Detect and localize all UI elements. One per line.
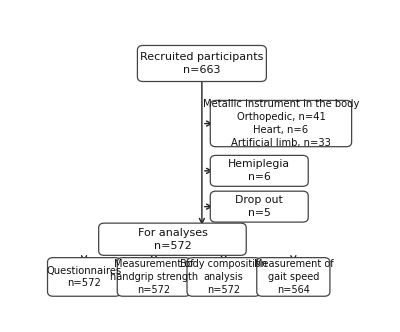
Text: Recruited participants
n=663: Recruited participants n=663 bbox=[140, 52, 264, 75]
FancyBboxPatch shape bbox=[210, 191, 308, 222]
Text: Hemiplegia
n=6: Hemiplegia n=6 bbox=[228, 159, 290, 182]
Text: Body composition
analysis
n=572: Body composition analysis n=572 bbox=[180, 259, 267, 295]
FancyBboxPatch shape bbox=[138, 45, 266, 82]
Text: Questionnaires
n=572: Questionnaires n=572 bbox=[46, 266, 122, 289]
FancyBboxPatch shape bbox=[257, 258, 330, 296]
Text: Drop out
n=5: Drop out n=5 bbox=[235, 195, 283, 218]
FancyBboxPatch shape bbox=[117, 258, 190, 296]
Text: Metallic instrument in the body
Orthopedic, n=41
Heart, n=6
Artificial limb, n=3: Metallic instrument in the body Orthoped… bbox=[203, 99, 359, 148]
Text: For analyses
n=572: For analyses n=572 bbox=[138, 228, 207, 251]
FancyBboxPatch shape bbox=[99, 223, 246, 255]
Text: Measurement of
gait speed
n=564: Measurement of gait speed n=564 bbox=[254, 259, 333, 295]
FancyBboxPatch shape bbox=[210, 155, 308, 186]
FancyBboxPatch shape bbox=[48, 258, 121, 296]
FancyBboxPatch shape bbox=[187, 258, 260, 296]
FancyBboxPatch shape bbox=[210, 100, 352, 147]
Text: Measurement of
handgrip strength
n=572: Measurement of handgrip strength n=572 bbox=[110, 259, 198, 295]
